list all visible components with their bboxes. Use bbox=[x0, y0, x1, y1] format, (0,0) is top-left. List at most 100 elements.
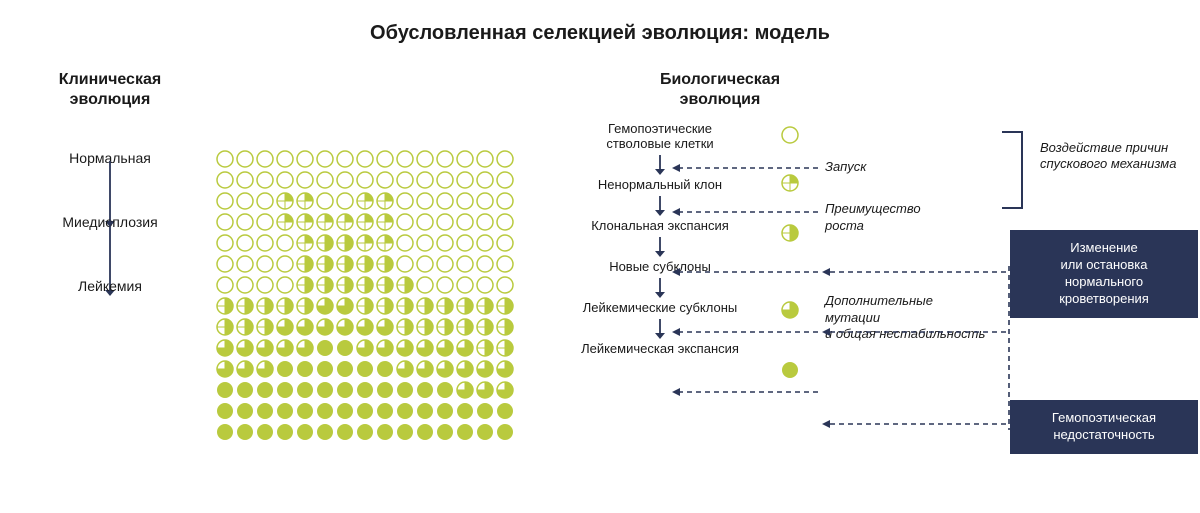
grid-cell bbox=[476, 402, 494, 420]
grid-cell bbox=[376, 276, 394, 294]
grid-cell bbox=[496, 213, 514, 231]
grid-cell bbox=[256, 381, 274, 399]
grid-cell bbox=[236, 423, 254, 441]
grid-cell bbox=[396, 213, 414, 231]
grid-cell bbox=[436, 402, 454, 420]
grid-cell bbox=[316, 171, 334, 189]
grid-cell bbox=[296, 192, 314, 210]
grid-cell bbox=[376, 255, 394, 273]
grid-cell bbox=[496, 150, 514, 168]
grid-cell bbox=[476, 192, 494, 210]
grid-cell bbox=[216, 150, 234, 168]
grid-cell bbox=[296, 171, 314, 189]
grid-cell bbox=[236, 171, 254, 189]
grid-cell bbox=[256, 150, 274, 168]
grid-cell bbox=[456, 318, 474, 336]
grid-cell bbox=[316, 213, 334, 231]
grid-cell bbox=[336, 150, 354, 168]
grid-cell bbox=[256, 234, 274, 252]
grid-cell bbox=[436, 255, 454, 273]
grid-cell bbox=[316, 318, 334, 336]
grid-cell bbox=[296, 360, 314, 378]
grid-cell bbox=[416, 234, 434, 252]
grid-cell bbox=[496, 381, 514, 399]
legend-circle bbox=[780, 174, 805, 192]
grid-cell bbox=[436, 297, 454, 315]
grid-cell bbox=[336, 381, 354, 399]
grid-cell bbox=[336, 423, 354, 441]
arrow-down-icon bbox=[560, 236, 760, 258]
grid-cell bbox=[416, 255, 434, 273]
grid-cell bbox=[336, 234, 354, 252]
legend-circle bbox=[780, 301, 805, 319]
grid-cell bbox=[376, 360, 394, 378]
dashed-arrow-icon bbox=[670, 326, 820, 338]
grid-cell bbox=[236, 318, 254, 336]
grid-cell bbox=[376, 423, 394, 441]
legend-circle bbox=[780, 361, 805, 379]
grid-cell bbox=[416, 339, 434, 357]
grid-cell bbox=[276, 213, 294, 231]
legend-circle bbox=[780, 126, 805, 144]
grid-cell bbox=[476, 318, 494, 336]
grid-cell bbox=[476, 360, 494, 378]
grid-cell bbox=[416, 402, 434, 420]
grid-cell bbox=[296, 213, 314, 231]
grid-cell bbox=[356, 255, 374, 273]
grid-cell bbox=[456, 255, 474, 273]
grid-cell bbox=[336, 360, 354, 378]
grid-cell bbox=[436, 318, 454, 336]
grid-cell bbox=[276, 339, 294, 357]
legend-label: Запуск bbox=[825, 158, 866, 175]
grid-cell bbox=[356, 381, 374, 399]
grid-cell bbox=[396, 192, 414, 210]
grid-cell bbox=[496, 297, 514, 315]
grid-cell bbox=[436, 381, 454, 399]
grid-cell bbox=[256, 402, 274, 420]
grid-cell bbox=[396, 339, 414, 357]
grid-cell bbox=[296, 318, 314, 336]
grid-cell bbox=[276, 402, 294, 420]
dashed-arrow-icon bbox=[670, 386, 820, 398]
grid-cell bbox=[316, 150, 334, 168]
grid-cell bbox=[256, 423, 274, 441]
grid-cell bbox=[336, 339, 354, 357]
grid-cell bbox=[376, 339, 394, 357]
grid-cell bbox=[216, 255, 234, 273]
grid-cell bbox=[496, 423, 514, 441]
grid-cell bbox=[416, 318, 434, 336]
grid-cell bbox=[216, 360, 234, 378]
grid-cell bbox=[436, 234, 454, 252]
grid-cell bbox=[496, 171, 514, 189]
grid-cell bbox=[476, 339, 494, 357]
grid-cell bbox=[316, 234, 334, 252]
grid-cell bbox=[276, 318, 294, 336]
grid-cell bbox=[336, 276, 354, 294]
grid-cell bbox=[496, 339, 514, 357]
grid-cell bbox=[316, 402, 334, 420]
grid-cell bbox=[356, 318, 374, 336]
grid-cell bbox=[356, 423, 374, 441]
grid-cell bbox=[456, 360, 474, 378]
grid-cell bbox=[476, 276, 494, 294]
grid-cell bbox=[416, 192, 434, 210]
grid-cell bbox=[316, 192, 334, 210]
grid-cell bbox=[216, 381, 234, 399]
info-box-1: Изменениеили остановканормальногокроветв… bbox=[1010, 230, 1198, 318]
arrow-down-icon bbox=[30, 174, 190, 214]
grid-cell bbox=[336, 192, 354, 210]
grid-cell bbox=[416, 381, 434, 399]
grid-cell bbox=[496, 276, 514, 294]
grid-cell bbox=[236, 213, 254, 231]
bio-step: Ненормальный клон bbox=[560, 178, 760, 193]
grid-cell bbox=[336, 402, 354, 420]
grid-cell bbox=[376, 213, 394, 231]
grid-cell bbox=[256, 339, 274, 357]
dashed-arrow-icon bbox=[820, 266, 1008, 278]
grid-cell bbox=[276, 297, 294, 315]
grid-cell bbox=[256, 192, 274, 210]
grid-cell bbox=[376, 381, 394, 399]
dashed-arrow-icon bbox=[820, 326, 1008, 338]
grid-cell bbox=[396, 171, 414, 189]
grid-cell bbox=[216, 213, 234, 231]
